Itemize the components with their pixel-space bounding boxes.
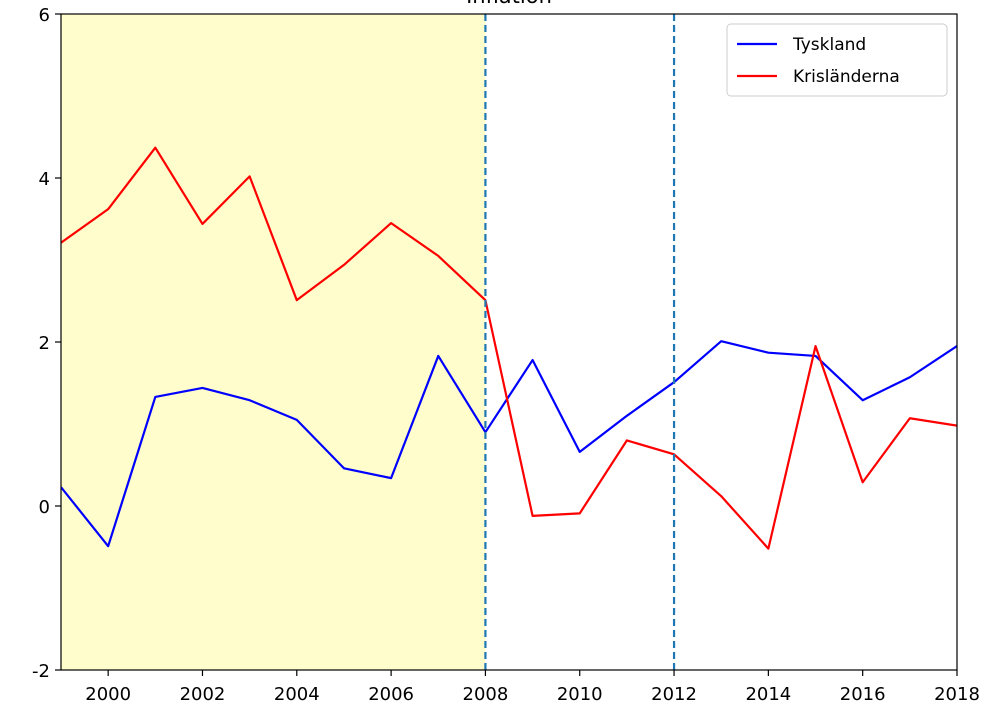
x-tick-label: 2008 — [463, 684, 509, 705]
x-tick-label: 2004 — [274, 684, 320, 705]
x-tick-label: 2000 — [85, 684, 131, 705]
x-tick-label: 2018 — [934, 684, 980, 705]
line-series — [61, 146, 957, 550]
x-tick-label: 2010 — [557, 684, 603, 705]
y-tick-label: -2 — [32, 661, 50, 682]
y-tick-label: 6 — [39, 5, 50, 26]
x-tick-label: 2016 — [840, 684, 886, 705]
x-tick-label: 2014 — [745, 684, 791, 705]
line-series — [61, 340, 957, 548]
x-tick-label: 2012 — [651, 684, 697, 705]
legend-label: Tyskland — [792, 35, 866, 55]
y-tick-label: 4 — [39, 169, 50, 190]
x-tick-label: 2002 — [180, 684, 226, 705]
y-tick-label: 2 — [39, 333, 50, 354]
x-tick-label: 2006 — [368, 684, 414, 705]
legend-label: Krisländerna — [793, 67, 900, 87]
plot-area — [61, 146, 957, 550]
shaded-span — [61, 14, 486, 670]
chart-title: Inflation — [466, 0, 552, 8]
legend-box — [726, 23, 948, 97]
y-tick-label: 0 — [39, 497, 50, 518]
